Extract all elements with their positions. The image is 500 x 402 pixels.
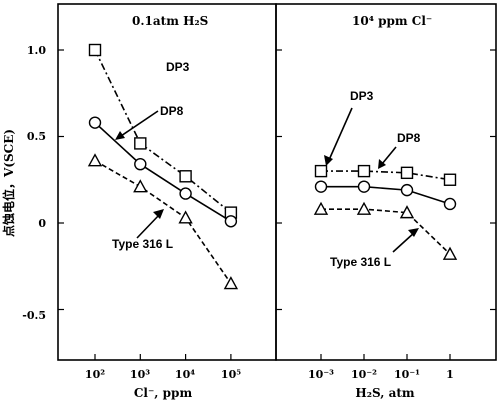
axis-ticks [58,49,496,360]
plot-area [87,43,458,290]
square-marker [443,173,457,186]
square-marker [88,43,102,57]
y-tick-label: 0 [38,217,46,230]
left-arrow-316l [136,213,161,239]
right-label-316l: Type 316 L [330,255,391,269]
right-arrowhead-316l [408,228,419,237]
circle-marker [400,183,414,197]
left-panel-title: 0.1atm H₂S [132,14,208,28]
y-axis-label: 点蚀电位，V(SCE) [1,129,16,237]
triangle-marker [399,205,415,219]
triangle-marker [178,210,193,224]
y-tick-label: -0.5 [22,309,46,322]
left-arrowhead-dp8 [115,131,125,140]
left-arrow-dp8 [117,110,159,139]
left-series-line-0 [94,49,232,214]
right-series-line-0 [321,170,451,181]
right-arrow-dp3 [328,107,353,161]
left-x-tick-label: 10⁵ [221,368,241,381]
right-arrow-316l [392,231,416,253]
right-series-line-1 [321,185,451,205]
triangle-marker [356,201,372,215]
left-label-316l: Type 316 L [112,237,173,251]
left-series-line-2 [94,160,232,285]
circle-marker [224,215,238,228]
y-tick-label: 1.0 [27,44,46,57]
right-x-axis-label: H₂S, atm [355,386,415,400]
left-x-tick-label: 10² [85,368,105,381]
left-label-dp8: DP8 [160,104,184,118]
right-arrowhead-dp8 [378,159,386,169]
left-arrowhead-316l [153,209,164,219]
square-marker [134,137,147,150]
square-marker [400,166,414,180]
triangle-marker [313,201,329,215]
triangle-marker [133,179,148,193]
y-tick-label: 0.5 [27,130,46,143]
left-x-tick-label: 10⁴ [175,368,195,381]
right-arrowhead-dp3 [324,155,333,166]
left-x-tick-label: 10³ [130,368,150,381]
right-panel-title: 10⁴ ppm Cl⁻ [352,14,432,28]
circle-marker [314,180,328,193]
square-marker [357,164,371,178]
circle-marker [443,197,457,211]
right-x-tick-label: 10⁻³ [308,368,334,381]
circle-marker [134,157,147,171]
right-x-tick-label: 10⁻¹ [394,368,420,381]
left-series-line-1 [94,122,232,222]
circle-marker [357,180,371,193]
right-panel-frame [275,3,497,361]
circle-marker [179,187,192,200]
triangle-marker [442,246,458,260]
triangle-marker [223,276,239,290]
right-label-dp8: DP8 [397,131,421,145]
left-label-dp3: DP3 [166,60,190,74]
right-series-line-2 [321,208,451,255]
right-arrow-dp8 [381,146,397,165]
triangle-marker [87,153,103,167]
square-marker [179,170,192,183]
circle-marker [88,116,102,129]
square-marker [314,164,328,178]
right-x-tick-label: 10⁻² [351,368,377,381]
right-x-tick-label: 1 [446,368,454,381]
left-x-axis-label: Cl⁻, ppm [134,386,193,400]
right-label-dp3: DP3 [350,89,374,103]
